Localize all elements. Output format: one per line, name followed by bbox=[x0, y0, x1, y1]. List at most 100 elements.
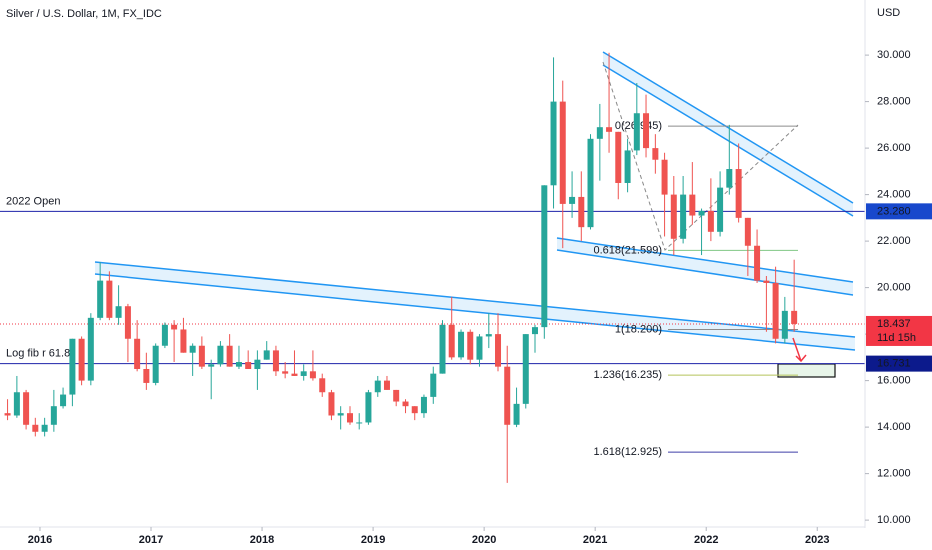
y-tick-label: 16.000 bbox=[877, 375, 911, 387]
candle-body bbox=[78, 338, 85, 381]
y-tick-label: 26.000 bbox=[877, 142, 911, 154]
candle-body bbox=[198, 345, 205, 367]
candle-body bbox=[309, 371, 316, 379]
y-tick-label: 24.000 bbox=[877, 189, 911, 201]
candle-body bbox=[263, 350, 270, 360]
fib-label: 1.618(12.925) bbox=[594, 446, 663, 458]
candle-body bbox=[226, 345, 233, 367]
candle-body bbox=[670, 194, 677, 239]
candle-body bbox=[134, 338, 141, 369]
candle-body bbox=[624, 150, 631, 183]
chart-title: Silver / U.S. Dollar, 1M, FX_IDC bbox=[6, 8, 162, 20]
candle-body bbox=[180, 329, 187, 353]
candle-body bbox=[13, 392, 20, 416]
candle-body bbox=[208, 364, 215, 367]
level-name: Log fib r 61.8 bbox=[6, 348, 70, 360]
candle-body bbox=[559, 101, 566, 204]
candle-body bbox=[615, 131, 622, 183]
candle-body bbox=[448, 324, 455, 358]
candle-body bbox=[217, 345, 224, 365]
candle-body bbox=[550, 101, 557, 186]
candle-body bbox=[189, 345, 196, 353]
current-price-bg bbox=[866, 315, 932, 346]
candle-body bbox=[643, 113, 650, 149]
candle-body bbox=[485, 334, 492, 337]
trend-line bbox=[94, 261, 856, 338]
fib-label: 1.236(16.235) bbox=[594, 369, 663, 381]
candle-body bbox=[513, 403, 520, 425]
channel-fill bbox=[603, 52, 853, 216]
trend-line bbox=[94, 273, 856, 351]
x-tick-label: 2019 bbox=[361, 534, 385, 546]
candle-body bbox=[735, 169, 742, 218]
candle-body bbox=[356, 422, 363, 424]
candle-body bbox=[374, 380, 381, 393]
x-tick-label: 2017 bbox=[139, 534, 163, 546]
level-label: 23.280 bbox=[877, 205, 911, 217]
x-tick-label: 2021 bbox=[583, 534, 607, 546]
candle-body bbox=[744, 217, 751, 246]
candle-body bbox=[50, 406, 57, 425]
candle-body bbox=[328, 392, 335, 416]
candle-body bbox=[291, 373, 298, 376]
candle-body bbox=[698, 210, 705, 216]
candle-body bbox=[495, 334, 502, 367]
candle-body bbox=[171, 324, 178, 330]
level-label-bg bbox=[866, 203, 932, 220]
level-label: 16.731 bbox=[877, 358, 911, 370]
candle-body bbox=[143, 368, 150, 383]
countdown-label: 11d 15h bbox=[877, 332, 916, 344]
candle-body bbox=[41, 424, 48, 432]
trend-line bbox=[556, 237, 854, 283]
candle-body bbox=[763, 280, 770, 283]
candle-body bbox=[300, 371, 307, 376]
candle-body bbox=[383, 380, 390, 390]
y-tick-label: 12.000 bbox=[877, 468, 911, 480]
candle-body bbox=[346, 413, 353, 423]
candle-body bbox=[606, 127, 613, 132]
candle-body bbox=[596, 127, 603, 139]
candle-body bbox=[717, 187, 724, 232]
trend-line bbox=[602, 51, 854, 204]
candle-body bbox=[161, 324, 168, 346]
candle-body bbox=[531, 327, 538, 335]
candle-body bbox=[430, 373, 437, 397]
candle-body bbox=[60, 394, 67, 407]
drawings bbox=[94, 51, 856, 378]
y-axis-label: USD bbox=[877, 7, 900, 19]
axes: 10.00012.00014.00016.00018.00020.00022.0… bbox=[28, 49, 932, 546]
candle-body bbox=[69, 338, 76, 395]
candle-body bbox=[411, 406, 418, 414]
candle-body bbox=[282, 371, 289, 374]
candle-body bbox=[254, 359, 261, 369]
y-tick-label: 30.000 bbox=[877, 49, 911, 61]
y-tick-label: 10.000 bbox=[877, 514, 911, 526]
level-name: 2022 Open bbox=[6, 195, 60, 207]
candle-body bbox=[439, 324, 446, 374]
candle-body bbox=[393, 389, 400, 402]
candle-body bbox=[569, 196, 576, 204]
y-tick-label: 28.000 bbox=[877, 96, 911, 108]
candle-body bbox=[245, 362, 252, 369]
candle-body bbox=[754, 245, 761, 281]
candle-body bbox=[458, 331, 465, 358]
trend-line bbox=[556, 249, 854, 296]
candle-body bbox=[365, 392, 372, 423]
price-axis-panel bbox=[865, 0, 932, 550]
candle-body bbox=[23, 392, 30, 425]
candle-body bbox=[680, 194, 687, 239]
level-label-bg bbox=[866, 355, 932, 372]
candle-body bbox=[504, 366, 511, 425]
candle-body bbox=[476, 336, 483, 360]
candle-body bbox=[578, 196, 585, 228]
candle-body bbox=[726, 169, 733, 188]
channel-fill bbox=[95, 262, 855, 350]
fib-trend bbox=[602, 61, 799, 251]
candle-body bbox=[689, 194, 696, 216]
candle-body bbox=[272, 350, 279, 372]
candle-body bbox=[772, 282, 779, 339]
x-tick-label: 2016 bbox=[28, 534, 52, 546]
candle-body bbox=[587, 138, 594, 228]
y-tick-label: 22.000 bbox=[877, 235, 911, 247]
